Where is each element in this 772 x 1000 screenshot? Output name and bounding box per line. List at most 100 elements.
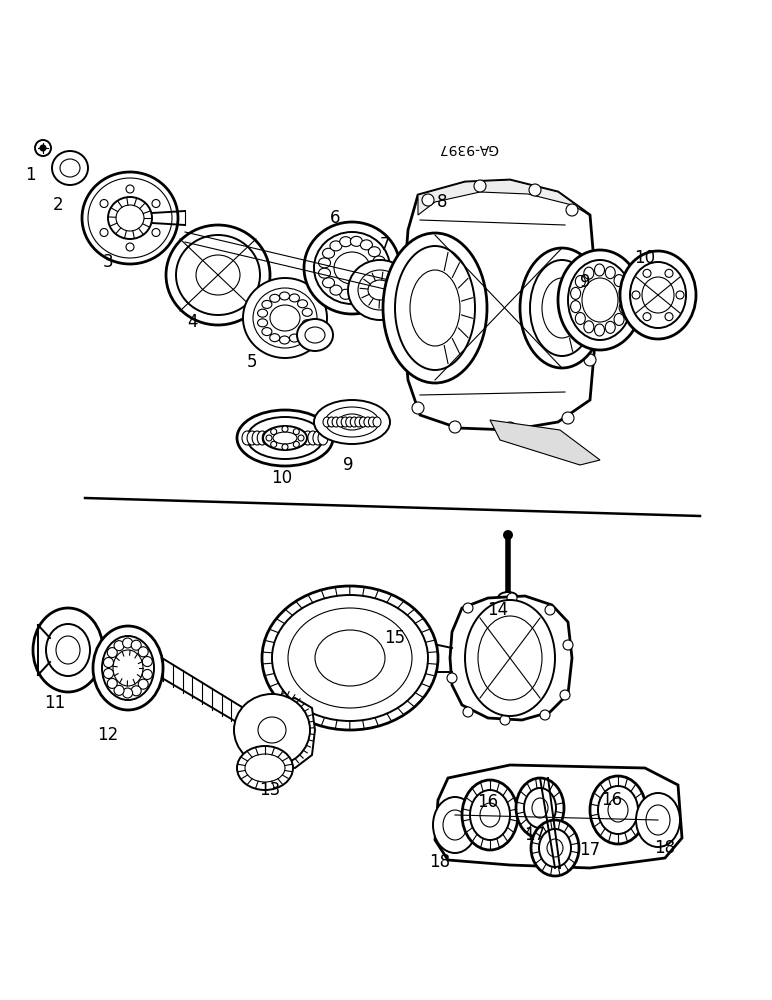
Ellipse shape: [52, 151, 88, 185]
Ellipse shape: [542, 278, 582, 338]
Ellipse shape: [584, 267, 594, 279]
Circle shape: [271, 441, 276, 447]
Ellipse shape: [237, 746, 293, 790]
Ellipse shape: [142, 657, 152, 667]
Ellipse shape: [138, 647, 148, 657]
Ellipse shape: [532, 798, 548, 818]
Ellipse shape: [462, 780, 518, 850]
Text: 5: 5: [247, 353, 257, 371]
Ellipse shape: [290, 334, 300, 342]
Ellipse shape: [297, 328, 307, 336]
Text: 10: 10: [635, 249, 655, 267]
Ellipse shape: [293, 431, 303, 445]
Ellipse shape: [598, 786, 638, 834]
Ellipse shape: [302, 308, 312, 316]
Ellipse shape: [288, 431, 297, 445]
Ellipse shape: [323, 248, 334, 258]
Circle shape: [584, 354, 596, 366]
Ellipse shape: [60, 159, 80, 177]
Circle shape: [282, 426, 288, 432]
Ellipse shape: [341, 417, 349, 427]
Circle shape: [463, 707, 473, 717]
Ellipse shape: [433, 797, 477, 853]
Ellipse shape: [33, 608, 103, 692]
Ellipse shape: [531, 820, 579, 876]
Ellipse shape: [478, 616, 542, 700]
Text: 16: 16: [477, 793, 499, 811]
Text: 6: 6: [330, 209, 340, 227]
Ellipse shape: [361, 240, 372, 250]
Ellipse shape: [358, 270, 402, 310]
Ellipse shape: [258, 319, 268, 327]
Text: 14: 14: [487, 601, 509, 619]
Ellipse shape: [350, 236, 362, 246]
Text: 3: 3: [103, 253, 113, 271]
Circle shape: [507, 593, 517, 603]
Ellipse shape: [498, 592, 518, 604]
Ellipse shape: [102, 636, 154, 700]
Ellipse shape: [575, 313, 585, 325]
Circle shape: [665, 269, 673, 277]
Ellipse shape: [290, 294, 300, 302]
Ellipse shape: [242, 431, 252, 445]
Ellipse shape: [383, 233, 487, 383]
Circle shape: [422, 194, 434, 206]
Ellipse shape: [262, 300, 272, 308]
Circle shape: [282, 444, 288, 450]
Ellipse shape: [315, 630, 385, 686]
Ellipse shape: [359, 417, 367, 427]
Ellipse shape: [262, 328, 272, 336]
Circle shape: [298, 435, 304, 441]
Ellipse shape: [516, 778, 564, 838]
Ellipse shape: [594, 324, 604, 336]
Polygon shape: [402, 180, 598, 430]
Circle shape: [271, 429, 276, 435]
Circle shape: [40, 145, 46, 151]
Ellipse shape: [373, 417, 381, 427]
Ellipse shape: [465, 600, 555, 716]
Ellipse shape: [262, 431, 273, 445]
Ellipse shape: [257, 431, 267, 445]
Ellipse shape: [330, 285, 342, 295]
Text: 8: 8: [437, 193, 447, 211]
Ellipse shape: [619, 286, 629, 298]
Circle shape: [563, 640, 573, 650]
Ellipse shape: [142, 669, 152, 679]
Ellipse shape: [364, 417, 372, 427]
Ellipse shape: [114, 685, 124, 695]
Circle shape: [500, 715, 510, 725]
Circle shape: [643, 313, 651, 321]
Text: 11: 11: [44, 694, 66, 712]
Polygon shape: [250, 698, 315, 768]
Ellipse shape: [262, 586, 438, 730]
Ellipse shape: [176, 235, 260, 315]
Ellipse shape: [123, 688, 133, 698]
Ellipse shape: [334, 252, 370, 284]
Ellipse shape: [107, 648, 117, 658]
Ellipse shape: [620, 251, 696, 339]
Circle shape: [447, 673, 457, 683]
Circle shape: [676, 291, 684, 299]
Ellipse shape: [368, 417, 377, 427]
Ellipse shape: [642, 277, 674, 313]
Ellipse shape: [582, 278, 618, 322]
Ellipse shape: [319, 268, 330, 278]
Ellipse shape: [605, 321, 615, 333]
Text: 1: 1: [25, 166, 36, 184]
Ellipse shape: [196, 255, 240, 295]
Ellipse shape: [470, 790, 510, 840]
Ellipse shape: [243, 278, 327, 358]
Polygon shape: [490, 420, 600, 465]
Ellipse shape: [619, 302, 629, 314]
Ellipse shape: [297, 319, 333, 351]
Ellipse shape: [302, 320, 312, 328]
Text: 7: 7: [380, 236, 391, 254]
Ellipse shape: [107, 678, 117, 688]
Circle shape: [545, 605, 555, 615]
Ellipse shape: [123, 638, 133, 648]
Circle shape: [100, 200, 108, 208]
Ellipse shape: [332, 417, 340, 427]
Ellipse shape: [520, 248, 604, 368]
Ellipse shape: [558, 250, 642, 350]
Circle shape: [152, 229, 160, 236]
